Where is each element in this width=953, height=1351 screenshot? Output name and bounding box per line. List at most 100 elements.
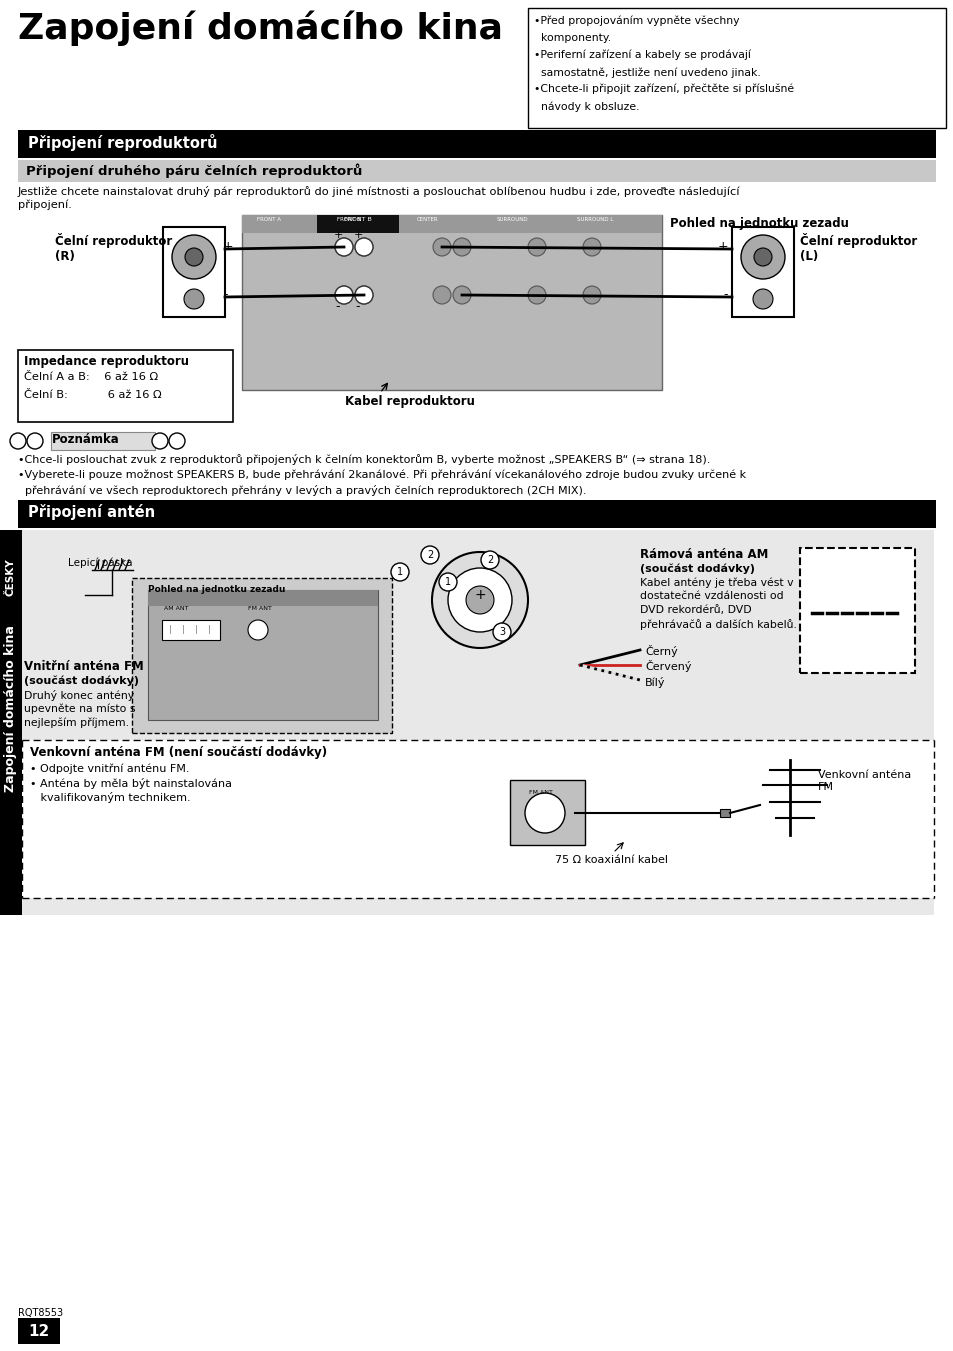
Bar xyxy=(148,590,377,607)
Text: připojení.: připojení. xyxy=(18,200,71,211)
Bar xyxy=(316,215,398,232)
Text: • Odpojte vnitřní anténu FM.: • Odpojte vnitřní anténu FM. xyxy=(30,763,190,774)
Text: Červený: Červený xyxy=(644,661,691,671)
Text: Černý: Černý xyxy=(644,644,677,657)
Text: •Chce-li poslouchat zvuk z reproduktorů připojených k čelním konektorům B, vyber: •Chce-li poslouchat zvuk z reproduktorů … xyxy=(18,454,710,465)
Circle shape xyxy=(335,238,353,255)
Bar xyxy=(51,432,154,450)
Text: dostatečné vzdálenosti od: dostatečné vzdálenosti od xyxy=(639,590,782,601)
Text: +: + xyxy=(223,240,233,254)
Text: FRONT B: FRONT B xyxy=(336,218,360,222)
Circle shape xyxy=(524,793,564,834)
Text: •Chcete-li připojit zařízení, přečtěte si příslušné: •Chcete-li připojit zařízení, přečtěte s… xyxy=(534,84,793,95)
Text: |: | xyxy=(208,626,211,635)
Text: Jestliže chcete nainstalovat druhý pár reproduktorů do jiné místnosti a poslouch: Jestliže chcete nainstalovat druhý pár r… xyxy=(18,186,740,197)
Text: Čelní A a B:    6 až 16 Ω: Čelní A a B: 6 až 16 Ω xyxy=(24,372,158,382)
Circle shape xyxy=(448,567,512,632)
Text: • Anténa by měla být nainstalována: • Anténa by měla být nainstalována xyxy=(30,778,232,789)
Bar xyxy=(242,215,661,390)
Text: ČESKY: ČESKY xyxy=(6,558,16,596)
Circle shape xyxy=(355,286,373,304)
Text: nejlepším příjmem.: nejlepším příjmem. xyxy=(24,717,129,728)
Circle shape xyxy=(432,553,527,648)
Text: upevněte na místo s: upevněte na místo s xyxy=(24,704,135,715)
Text: •Vyberete-li pouze možnost SPEAKERS B, bude přehrávání 2kanálové. Při přehrávání: •Vyberete-li pouze možnost SPEAKERS B, b… xyxy=(18,470,745,481)
Bar xyxy=(148,590,377,720)
Circle shape xyxy=(391,563,409,581)
Text: FRONT A: FRONT A xyxy=(256,218,281,222)
Text: Připojení reproduktorů: Připojení reproduktorů xyxy=(28,134,217,151)
Text: |: | xyxy=(169,626,172,635)
Bar xyxy=(162,620,220,640)
Bar xyxy=(242,215,661,232)
Circle shape xyxy=(355,238,373,255)
Circle shape xyxy=(453,238,471,255)
Bar xyxy=(0,530,22,915)
Text: -: - xyxy=(355,300,360,313)
Text: |: | xyxy=(194,626,197,635)
Text: Čelní reproduktor
(R): Čelní reproduktor (R) xyxy=(55,232,172,263)
Bar xyxy=(720,809,729,817)
Text: SURROUND L: SURROUND L xyxy=(577,218,613,222)
Text: Venkovní anténa FM (není součástí dodávky): Venkovní anténa FM (není součástí dodávk… xyxy=(30,746,327,759)
Circle shape xyxy=(527,286,545,304)
Text: 3: 3 xyxy=(498,627,504,638)
Text: Rámová anténa AM: Rámová anténa AM xyxy=(639,549,767,561)
Text: Poznámka: Poznámka xyxy=(52,434,120,446)
Text: (součást dodávky): (součást dodávky) xyxy=(639,563,754,574)
Text: +: + xyxy=(474,588,485,603)
Text: Impedance reproduktoru: Impedance reproduktoru xyxy=(24,355,189,367)
Bar xyxy=(18,1319,60,1344)
Circle shape xyxy=(355,238,373,255)
Text: 12: 12 xyxy=(29,1324,50,1339)
Circle shape xyxy=(185,249,203,266)
Circle shape xyxy=(10,434,26,449)
Circle shape xyxy=(335,286,353,304)
Text: RQT8553: RQT8553 xyxy=(18,1308,63,1319)
Text: |: | xyxy=(181,626,184,635)
Text: •Před propojováním vypněte všechny: •Před propojováním vypněte všechny xyxy=(534,16,739,27)
Text: Druhý konec antény: Druhý konec antény xyxy=(24,690,134,701)
Text: 75 Ω koaxiální kabel: 75 Ω koaxiální kabel xyxy=(555,855,667,865)
Text: +: + xyxy=(717,240,727,254)
Text: Čelní B:           6 až 16 Ω: Čelní B: 6 až 16 Ω xyxy=(24,390,161,400)
Text: AM ANT: AM ANT xyxy=(164,607,189,611)
Circle shape xyxy=(582,286,600,304)
Text: přehrávačů a dalších kabelů.: přehrávačů a dalších kabelů. xyxy=(639,619,796,630)
Bar xyxy=(22,740,933,898)
Text: -: - xyxy=(722,289,727,301)
Text: 2: 2 xyxy=(486,555,493,565)
FancyBboxPatch shape xyxy=(132,578,392,734)
Text: Kabel reproduktoru: Kabel reproduktoru xyxy=(345,394,475,408)
Circle shape xyxy=(453,286,471,304)
Circle shape xyxy=(184,289,204,309)
Bar xyxy=(510,780,584,844)
Circle shape xyxy=(433,286,451,304)
Text: FM ANT: FM ANT xyxy=(248,607,272,611)
Text: -: - xyxy=(223,289,227,301)
Text: Lepicí páska: Lepicí páska xyxy=(68,558,132,569)
Circle shape xyxy=(355,286,373,304)
Text: návody k obsluze.: návody k obsluze. xyxy=(534,101,639,112)
Text: Připojení druhého páru čelních reproduktorů: Připojení druhého páru čelních reprodukt… xyxy=(26,163,362,177)
Bar xyxy=(22,530,933,915)
Circle shape xyxy=(27,434,43,449)
Text: Zapojení domácího kina: Zapojení domácího kina xyxy=(18,9,502,46)
Circle shape xyxy=(152,434,168,449)
Text: kvalifikovaným technikem.: kvalifikovaným technikem. xyxy=(30,792,191,802)
Bar xyxy=(18,130,935,158)
Text: FM ANT: FM ANT xyxy=(529,790,553,794)
Circle shape xyxy=(248,620,268,640)
Text: (součást dodávky): (součást dodávky) xyxy=(24,676,139,685)
Circle shape xyxy=(753,249,771,266)
Circle shape xyxy=(433,238,451,255)
Bar xyxy=(800,549,914,673)
Text: +: + xyxy=(353,230,362,240)
Text: Čelní reproduktor
(L): Čelní reproduktor (L) xyxy=(800,232,916,263)
Circle shape xyxy=(438,573,456,590)
Text: 1: 1 xyxy=(396,567,402,577)
Text: CENTER: CENTER xyxy=(416,218,438,222)
Text: 1: 1 xyxy=(444,577,451,586)
Circle shape xyxy=(465,586,494,613)
Text: Bílý: Bílý xyxy=(644,677,665,688)
